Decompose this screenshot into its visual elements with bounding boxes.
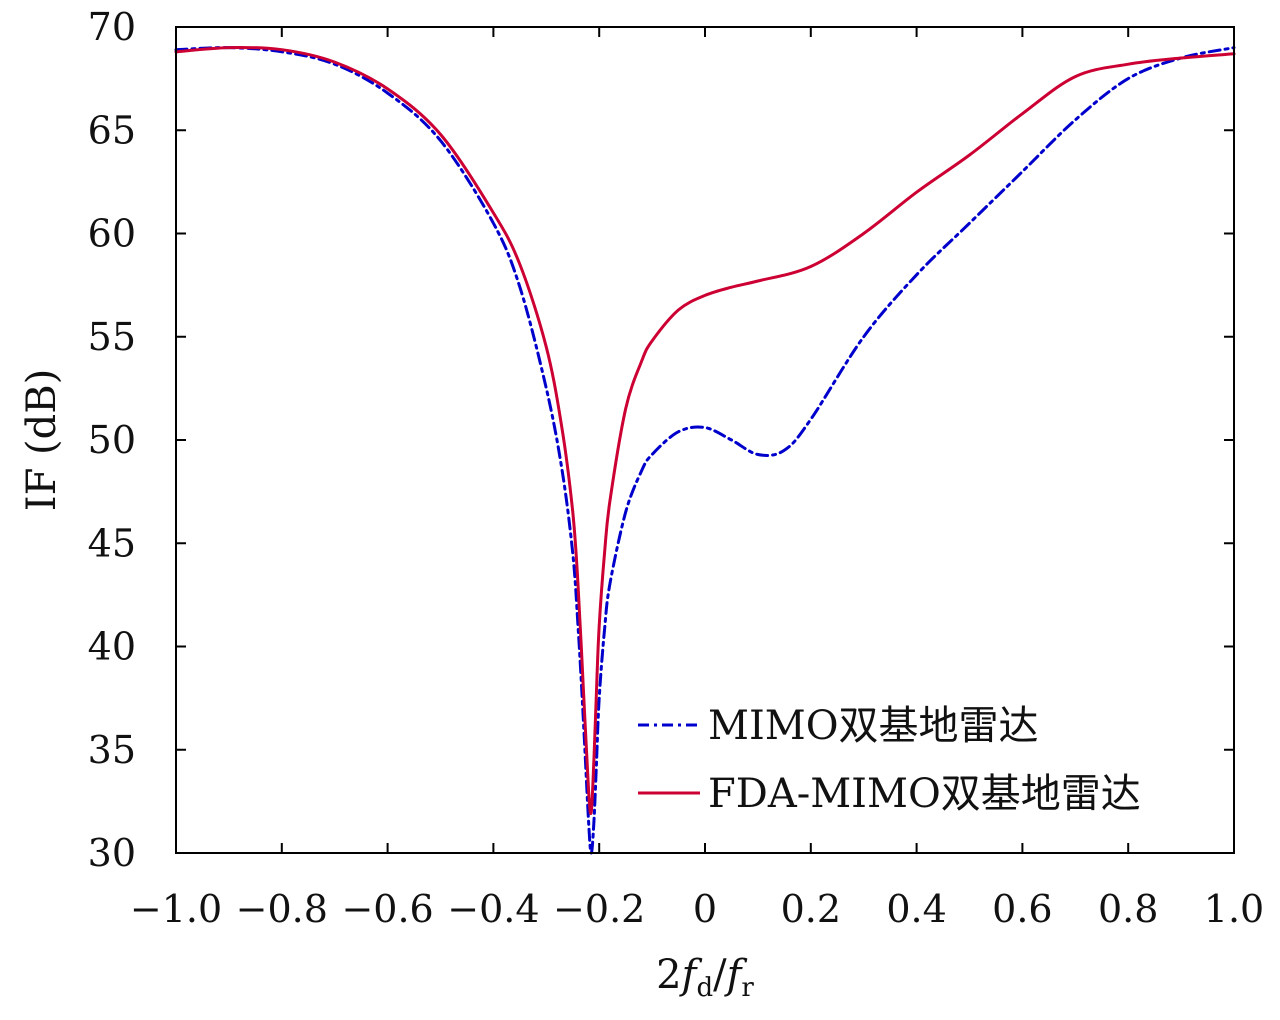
- y-tick-label: 70: [88, 5, 136, 49]
- y-tick-label: 60: [88, 212, 136, 256]
- x-tick-label: −0.2: [553, 887, 645, 931]
- x-tick-label: 1.0: [1204, 887, 1264, 931]
- x-tick-label: −0.4: [447, 887, 539, 931]
- y-tick-label: 55: [88, 315, 136, 359]
- y-axis-title: IF (dB): [19, 369, 65, 511]
- x-axis-title: 2fd/fr: [656, 952, 754, 1003]
- series-layer: [174, 45, 1236, 855]
- ticks-layer: −1.0 −0.8 −0.6 −0.4 −0.2 0 0.2 0.4 0.6 0.8 1.0 30 35…: [88, 5, 1265, 931]
- x-axis-title-lead: 2: [656, 952, 681, 998]
- y-tick-label: 65: [88, 108, 136, 152]
- series-line-fda-mimo: [174, 45, 1236, 816]
- y-tick-label: 35: [88, 728, 136, 772]
- y-tick-label: 40: [88, 625, 136, 669]
- x-axis-title-sub2: r: [741, 973, 754, 1003]
- x-tick-label: −0.6: [341, 887, 433, 931]
- x-tick-label: −1.0: [130, 887, 222, 931]
- legend: MIMO双基地雷达 FDA-MIMO双基地雷达: [638, 703, 1141, 817]
- x-tick-label: 0.8: [1098, 887, 1158, 931]
- series-line-mimo: [174, 46, 1236, 855]
- x-axis-title-slash: /: [713, 952, 727, 998]
- x-tick-label: 0: [693, 887, 717, 931]
- y-tick-label: 45: [88, 521, 136, 565]
- x-tick-label: 0.6: [992, 887, 1052, 931]
- x-tick-label: 0.4: [886, 887, 946, 931]
- x-axis-title-sub1: d: [696, 973, 713, 1003]
- legend-label-fda-mimo: FDA-MIMO双基地雷达: [708, 771, 1141, 817]
- y-tick-label: 30: [88, 831, 136, 875]
- legend-label-mimo: MIMO双基地雷达: [708, 703, 1039, 749]
- x-tick-label: 0.2: [781, 887, 841, 931]
- plot-frame: [175, 26, 1235, 854]
- y-tick-label: 50: [88, 418, 136, 462]
- x-tick-label: −0.8: [236, 887, 328, 931]
